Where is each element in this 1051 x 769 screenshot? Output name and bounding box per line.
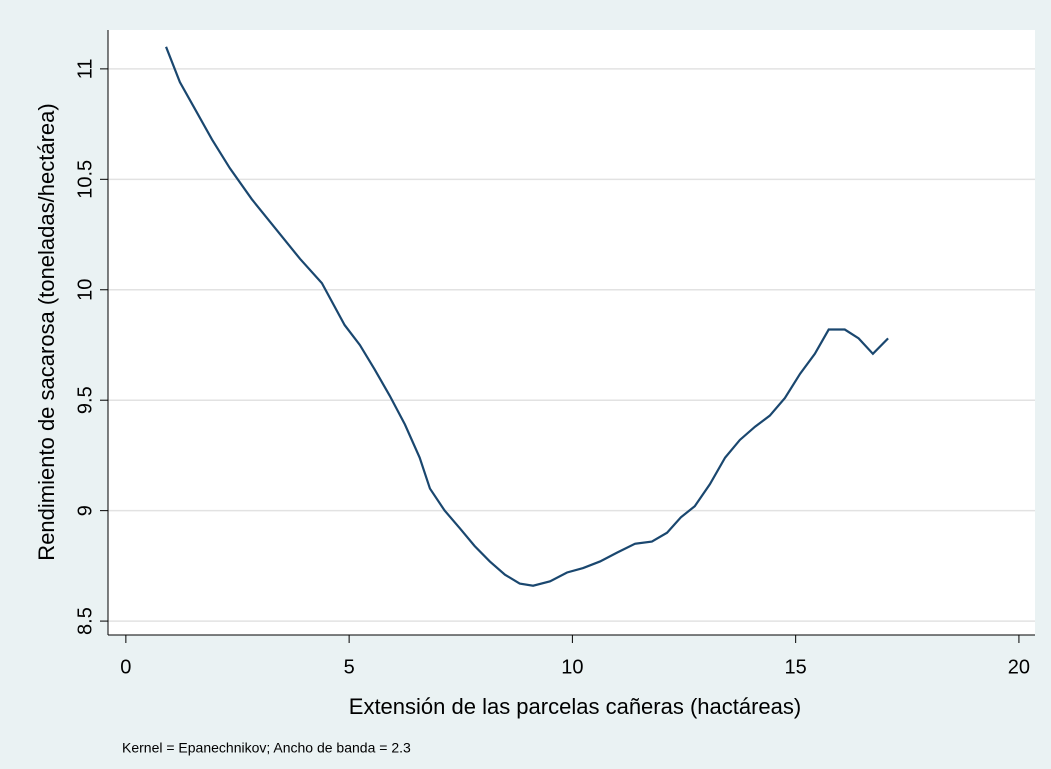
x-tick-label: 20 [1008, 656, 1030, 678]
note: Kernel = Epanechnikov; Ancho de banda = … [122, 740, 411, 756]
x-tick-label: 5 [344, 656, 355, 678]
x-tick-label: 15 [785, 656, 807, 678]
x-tick-label: 10 [561, 656, 583, 678]
y-tick-label: 10.5 [74, 160, 96, 199]
y-tick-label: 10 [74, 279, 96, 301]
y-axis-label: Rendimiento de sacarosa (toneladas/hectá… [34, 103, 59, 560]
line-series [165, 46, 889, 587]
x-tick-label: 0 [120, 656, 131, 678]
plot-area [108, 30, 1035, 635]
y-tick-label: 9.5 [74, 386, 96, 414]
y-tick-label: 9 [74, 505, 96, 516]
x-axis-label: Extensión de las parcelas cañeras (hactá… [349, 694, 801, 719]
y-tick-label: 11 [74, 58, 96, 79]
y-tick-label: 8.5 [74, 607, 96, 635]
